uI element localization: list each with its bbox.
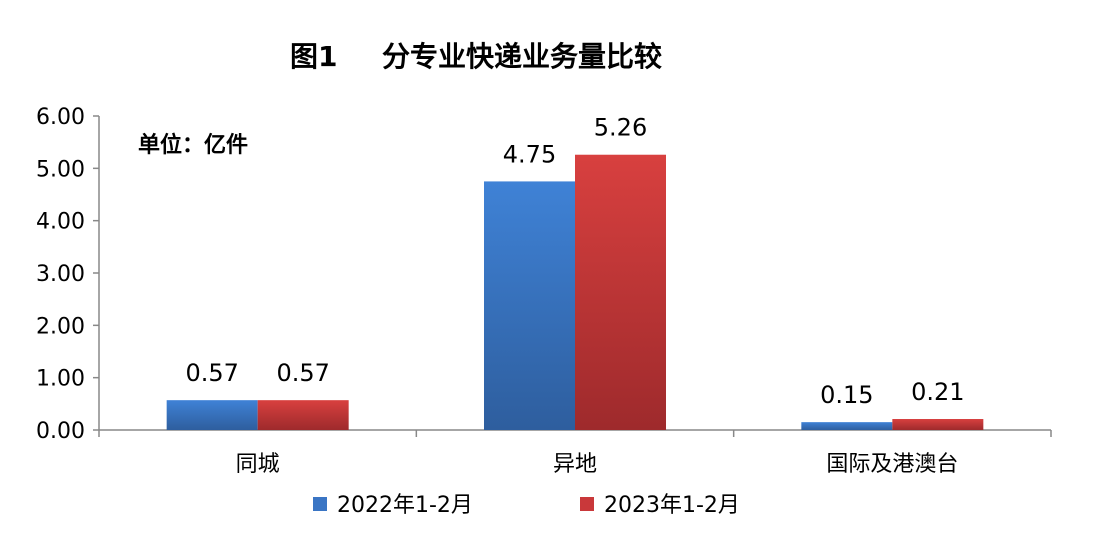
- unit-note: 单位：亿件: [138, 132, 248, 158]
- y-tick-label: 6.00: [36, 105, 85, 130]
- legend-swatch-2022: [313, 497, 327, 511]
- y-tick-label: 1.00: [36, 367, 85, 392]
- bar: [166, 400, 258, 430]
- legend: 2022年1-2月 2023年1-2月: [313, 493, 740, 518]
- data-label: 0.57: [185, 359, 238, 387]
- chart-title: 分专业快递业务量比较: [382, 40, 662, 73]
- legend-label-2022: 2022年1-2月: [337, 493, 473, 518]
- bar: [892, 419, 984, 430]
- bar: [484, 181, 575, 430]
- bar: [801, 422, 893, 430]
- data-label: 0.57: [276, 359, 329, 387]
- y-tick-label: 4.00: [36, 210, 85, 235]
- data-label: 5.26: [594, 114, 647, 142]
- y-tick-label: 5.00: [36, 157, 85, 182]
- x-tick-label: 同城: [236, 452, 280, 477]
- bar: [257, 400, 349, 430]
- data-label: 0.15: [820, 381, 873, 409]
- data-label: 4.75: [503, 140, 556, 168]
- y-tick-label: 3.00: [36, 262, 85, 287]
- x-tick-label: 异地: [553, 452, 597, 477]
- y-tick-label: 2.00: [36, 314, 85, 339]
- chart-title-prefix: 图1: [290, 40, 337, 73]
- legend-swatch-2023: [580, 497, 594, 511]
- x-tick-label: 国际及港澳台: [826, 452, 958, 477]
- legend-label-2023: 2023年1-2月: [604, 493, 740, 518]
- bar: [575, 154, 666, 430]
- data-label: 0.21: [911, 378, 964, 406]
- y-tick-label: 0.00: [36, 419, 85, 444]
